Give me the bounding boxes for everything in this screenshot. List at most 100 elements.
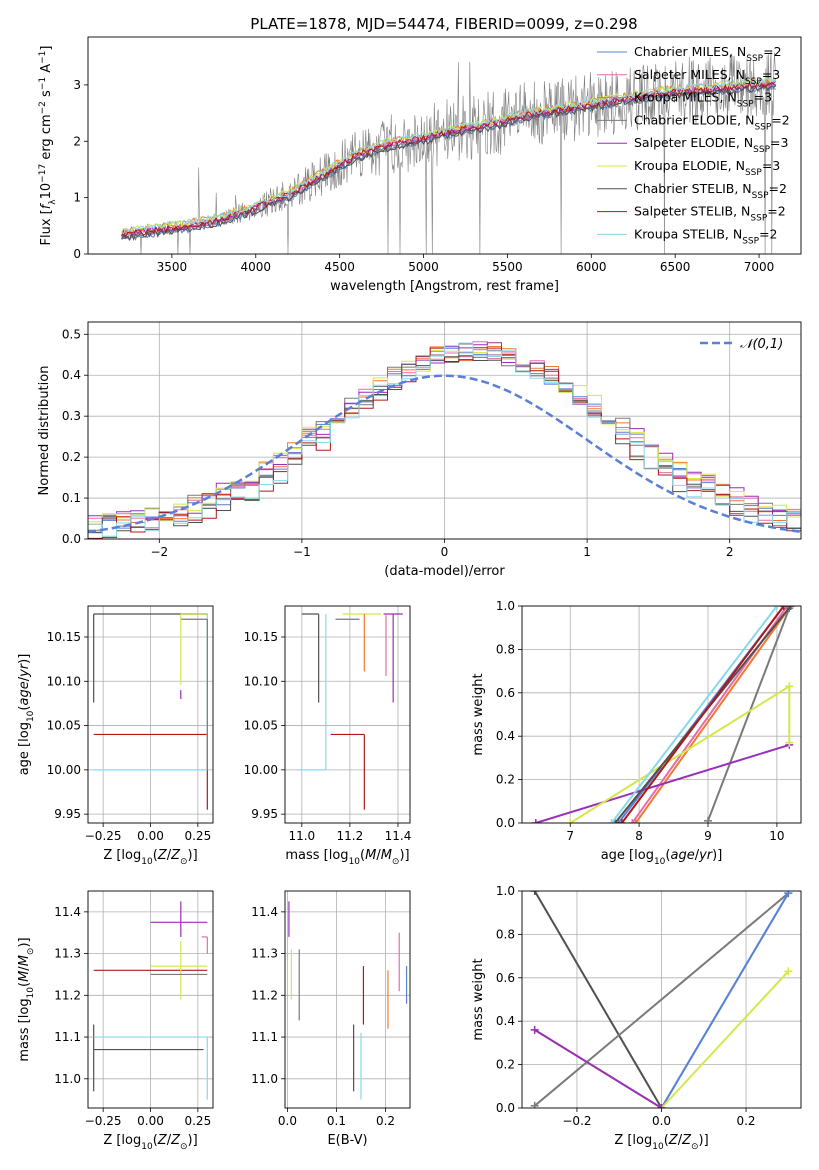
label-part: −1 xyxy=(38,51,48,64)
y-tick-label: 0.4 xyxy=(496,729,515,743)
x-tick-label: −0.25 xyxy=(85,1114,122,1128)
legend-label-main: Kroupa MILES, N xyxy=(634,90,737,105)
weight-line xyxy=(707,607,791,822)
label-part: / xyxy=(678,1133,683,1148)
y-tick-label: 11.1 xyxy=(54,1030,81,1044)
label-part: age [log xyxy=(17,722,32,775)
y-tick-label: 0.8 xyxy=(496,642,515,656)
label-part: Z xyxy=(668,1133,679,1148)
age-vs-Z-panel: −0.25 0.00 0.25 9.95 10.00 10.05 10.10 10.15 Z [… xyxy=(17,605,214,867)
label-part: Flux [ xyxy=(39,209,54,245)
weight-series-kroupa-elodie xyxy=(566,682,794,823)
y-tick-label: 0.2 xyxy=(496,1058,515,1072)
label-part: wavelength [Angstrom, rest frame] xyxy=(330,279,559,294)
legend-label-suffix: =2 xyxy=(767,204,785,219)
x-tick-label: 0 xyxy=(441,545,449,559)
label-part: mass weight xyxy=(471,673,486,755)
axes-frame xyxy=(521,890,802,1109)
label-part: s xyxy=(39,90,54,101)
legend-label: Salpeter ELODIE, NSSP=3 xyxy=(634,135,788,155)
y-tick-label: 1 xyxy=(73,191,81,205)
label-part: ( xyxy=(153,848,158,863)
label-part: M xyxy=(365,848,376,863)
x-tick-label: −2 xyxy=(150,545,168,559)
label-part: ] xyxy=(39,46,54,51)
y-axis-label: mass weight xyxy=(471,958,486,1040)
weight-series-kroupa-stelib xyxy=(607,606,781,823)
label-part: ( xyxy=(17,706,32,711)
y-tick-label: 2 xyxy=(73,134,81,148)
x-tick-label: 8 xyxy=(635,829,643,843)
label-part: −17 xyxy=(38,164,48,183)
label-part: )] xyxy=(399,848,409,863)
legend-label-subscript: SSP xyxy=(745,168,762,178)
label-part: M xyxy=(17,971,32,982)
legend-label-main: Kroupa STELIB, N xyxy=(634,226,742,241)
y-tick-label: 11.0 xyxy=(54,1072,81,1086)
y-tick-label: 0.0 xyxy=(496,816,515,830)
x-tick-label: 2 xyxy=(726,545,734,559)
label-part: yr xyxy=(17,662,32,678)
weight-line xyxy=(634,606,792,823)
y-tick-label: 11.3 xyxy=(54,947,81,961)
weight-series-kroupa-miles xyxy=(631,606,795,823)
errorbar-chabrier-elodie xyxy=(180,618,208,770)
y-tick-label: 0.6 xyxy=(496,686,515,700)
x-tick-label: 11.0 xyxy=(288,829,315,843)
y-tick-label: 10.00 xyxy=(47,763,81,777)
x-tick-label: 0.00 xyxy=(137,829,164,843)
weight-series-chabrier-stelib xyxy=(530,891,666,1108)
y-axis-label: Normed distribution xyxy=(37,366,52,496)
y-tick-label: 10.05 xyxy=(244,719,278,733)
label-part: 10 xyxy=(39,183,54,200)
y-tick-label: 1.0 xyxy=(496,884,515,898)
errorbar-kroupa-stelib xyxy=(297,613,327,771)
x-tick-label: 0.2 xyxy=(736,1114,755,1128)
weight-series-chabrier-elodie xyxy=(704,606,794,823)
x-tick-label: 11.4 xyxy=(385,829,412,843)
label-part: ⊙ xyxy=(392,857,400,867)
label-part: E(B-V) xyxy=(327,1133,367,1148)
label-part: / xyxy=(167,1133,172,1148)
errorbar-kroupa-elodie xyxy=(180,613,208,685)
label-part: mass [log xyxy=(17,998,32,1061)
y-tick-label: 11.0 xyxy=(251,1072,278,1086)
legend-label-suffix: =3 xyxy=(754,90,772,105)
x-tick-label: 4000 xyxy=(240,260,271,274)
label-part: 10 xyxy=(26,710,36,722)
label-part: )] xyxy=(712,848,722,863)
weight-line xyxy=(610,606,778,823)
legend-label: Chabrier STELIB, NSSP=2 xyxy=(634,181,787,201)
label-part: )] xyxy=(17,937,32,947)
legend-label-suffix: =2 xyxy=(763,44,781,59)
y-tick-label: 0.4 xyxy=(496,1014,515,1028)
errorbar-chabrier-stelib xyxy=(93,1024,204,1092)
legend-label-suffix: =3 xyxy=(770,135,788,150)
label-part: Z xyxy=(681,1133,692,1148)
label-part: 10 xyxy=(654,857,666,867)
y-axis-label: Flux [fλ10−17 erg cm−2 s−1 A−1] xyxy=(38,46,58,246)
y-tick-label: 0.2 xyxy=(496,773,515,787)
label-part: )] xyxy=(17,654,32,664)
label-part: ⊙ xyxy=(180,1142,188,1152)
x-tick-label: 10 xyxy=(769,829,784,843)
x-axis-label: age [log10(age/yr)] xyxy=(601,848,723,867)
label-part: Z [log xyxy=(103,1133,141,1148)
label-part: ( xyxy=(153,1133,158,1148)
y-tick-label: 0.3 xyxy=(62,409,81,423)
axes-frame xyxy=(87,36,802,255)
x-tick-label: 0.25 xyxy=(184,1114,211,1128)
axes-frame xyxy=(87,605,214,824)
legend-label: Kroupa STELIB, NSSP=2 xyxy=(634,226,778,246)
label-part: / xyxy=(17,676,32,681)
x-axis-label: Z [log10(Z/Z⊙)] xyxy=(103,1133,197,1152)
label-part: M xyxy=(17,955,32,966)
axes-frame xyxy=(87,890,214,1109)
weight-line xyxy=(660,892,790,1108)
legend-label-subscript: SSP xyxy=(753,145,770,155)
y-tick-label: 10.10 xyxy=(47,674,81,688)
legend-label-main: Salpeter ELODIE, N xyxy=(634,135,753,150)
legend-label-main: Salpeter STELIB, N xyxy=(634,204,750,219)
